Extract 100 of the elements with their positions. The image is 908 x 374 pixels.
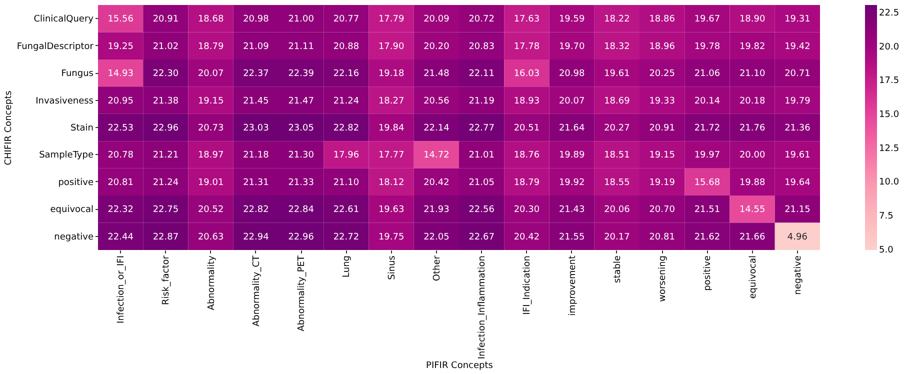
data-label: 22.75	[152, 205, 179, 216]
data-label: 21.10	[739, 69, 766, 80]
data-label: 20.42	[514, 232, 540, 242]
data-label: 17.96	[333, 150, 360, 161]
data-label: 21.64	[558, 124, 585, 134]
data-label: 16.03	[514, 69, 540, 80]
data-label: 21.66	[739, 232, 766, 242]
data-label: 20.71	[784, 69, 810, 80]
data-label: 19.92	[558, 178, 585, 188]
data-label: 20.09	[424, 14, 450, 25]
data-label: 19.88	[739, 178, 766, 188]
data-label: 22.05	[424, 232, 450, 242]
x-tick-label: equivocal	[748, 256, 758, 299]
data-label: 22.61	[333, 205, 360, 216]
data-label: 20.56	[424, 96, 450, 106]
data-label: 19.59	[558, 14, 585, 25]
data-label: 20.14	[694, 96, 720, 106]
data-label: 15.56	[108, 14, 134, 25]
data-label: 20.07	[558, 96, 585, 106]
y-tick-label: ClinicalQuery	[34, 14, 94, 25]
data-label: 14.55	[739, 205, 766, 216]
data-label: 19.31	[784, 14, 810, 25]
data-label: 21.24	[333, 96, 360, 106]
color-bar-label: 17.5	[879, 76, 900, 86]
data-label: 18.55	[604, 178, 630, 188]
data-label: 19.70	[558, 42, 585, 52]
data-label: 21.76	[739, 124, 766, 134]
color-bar-label: 22.5	[879, 8, 900, 18]
color-bar-label: 5.0	[879, 245, 894, 256]
x-tick-label: IFI_Indication	[522, 256, 533, 315]
data-label: 21.47	[288, 96, 314, 106]
data-label: 20.78	[108, 150, 134, 161]
x-tick-label: Infection_or_IFI	[116, 256, 127, 324]
data-label: 20.91	[152, 14, 179, 25]
data-label: 21.10	[333, 178, 360, 188]
data-label: 20.81	[108, 178, 134, 188]
data-label: 20.06	[604, 205, 630, 216]
x-tick-label: negative	[793, 255, 804, 295]
data-label: 19.84	[378, 124, 404, 134]
x-axis-title: PIFIR Concepts	[426, 361, 494, 372]
data-label: 20.27	[604, 124, 630, 134]
x-tick-label: Abnormality	[206, 254, 217, 310]
data-label: 18.51	[604, 150, 630, 161]
x-tick-label: Abnormality_CT	[252, 255, 262, 327]
data-label: 21.11	[288, 42, 314, 52]
data-label: 21.00	[288, 14, 314, 25]
data-label: 19.79	[784, 96, 811, 106]
data-label: 20.91	[649, 124, 675, 134]
data-label: 22.16	[333, 69, 360, 80]
data-label: 4.96	[787, 232, 808, 242]
data-label: 19.67	[694, 14, 720, 25]
data-label: 18.97	[198, 150, 224, 161]
data-label: 22.32	[108, 205, 134, 216]
x-tick-label: Sinus	[387, 255, 398, 280]
x-tick-label: worsening	[658, 256, 668, 302]
data-label: 18.68	[198, 14, 224, 25]
data-label: 20.98	[243, 14, 270, 25]
data-label: 22.44	[108, 232, 134, 242]
color-bar-label: 15.0	[879, 110, 900, 120]
data-label: 18.12	[378, 178, 404, 188]
data-label: 22.96	[152, 124, 179, 134]
data-label: 19.78	[694, 42, 720, 52]
data-label: 18.79	[514, 178, 540, 188]
x-tick-label: stable	[612, 255, 623, 283]
data-label: 21.33	[288, 178, 314, 188]
color-bar-label: 12.5	[879, 144, 900, 154]
y-tick-label: Invasiveness	[36, 96, 94, 106]
data-label: 22.67	[468, 232, 494, 242]
data-label: 19.42	[784, 42, 810, 52]
data-label: 17.63	[514, 14, 540, 25]
data-label: 18.76	[514, 150, 540, 161]
data-label: 22.39	[288, 69, 314, 80]
x-tick-label: improvement	[568, 255, 578, 316]
data-label: 18.69	[604, 96, 630, 106]
data-label: 22.94	[243, 232, 270, 242]
data-label: 20.73	[198, 124, 224, 134]
data-label: 21.62	[694, 232, 720, 242]
data-label: 20.98	[558, 69, 585, 80]
data-label: 22.53	[108, 124, 134, 134]
data-label: 20.77	[333, 14, 360, 25]
data-label: 14.72	[424, 150, 450, 161]
data-label: 22.77	[468, 124, 494, 134]
data-label: 19.19	[649, 178, 676, 188]
data-label: 14.93	[108, 69, 134, 80]
y-tick-label: FungalDescriptor	[16, 42, 94, 52]
data-label: 23.05	[288, 124, 314, 134]
color-bar-label: 10.0	[879, 178, 900, 188]
data-label: 18.90	[739, 14, 766, 25]
data-label: 19.01	[198, 178, 224, 188]
data-label: 20.17	[604, 232, 630, 242]
y-tick-label: negative	[54, 232, 94, 242]
data-label: 18.96	[649, 42, 676, 52]
data-label: 21.38	[152, 96, 179, 106]
data-label: 19.61	[784, 150, 810, 161]
data-label: 18.93	[514, 96, 540, 106]
data-label: 19.25	[108, 42, 134, 52]
data-label: 19.82	[739, 42, 766, 52]
data-label: 21.06	[694, 69, 720, 80]
data-label: 15.68	[694, 178, 720, 188]
data-label: 22.56	[468, 205, 495, 216]
